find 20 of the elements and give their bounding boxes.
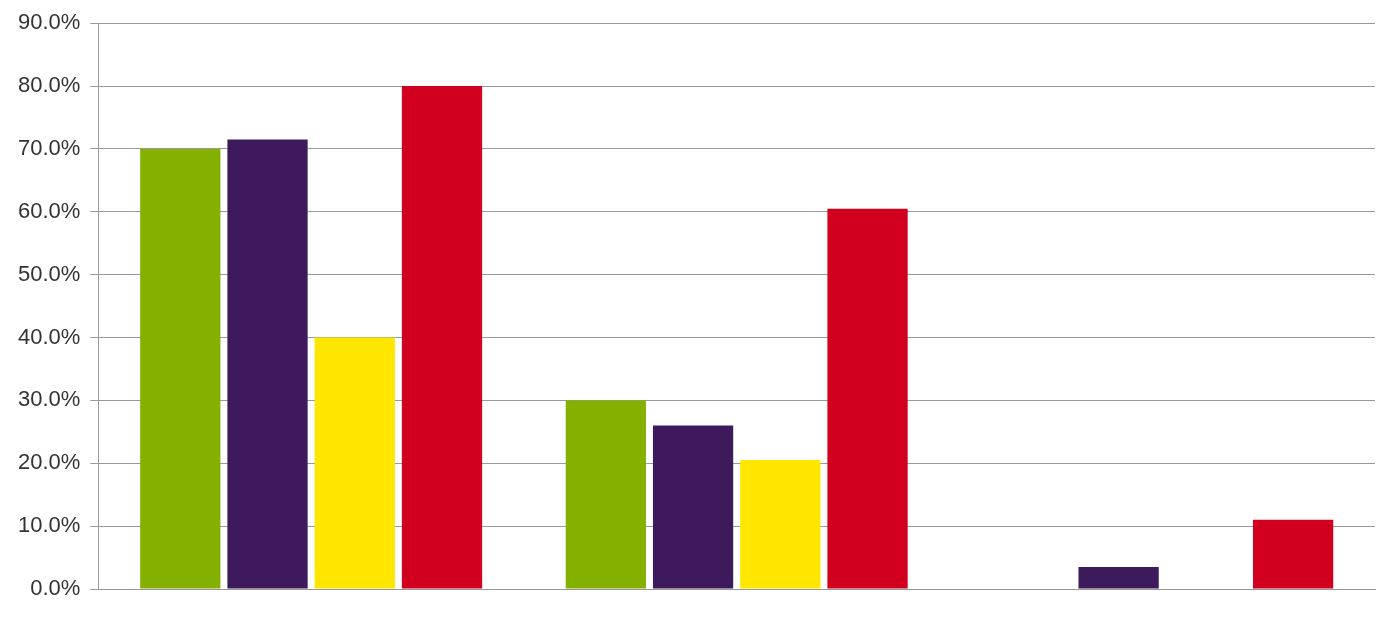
bar <box>401 86 483 589</box>
y-tick-label: 70.0% <box>17 135 81 160</box>
bar <box>565 400 646 589</box>
y-tick-label: 20.0% <box>17 449 81 475</box>
bar <box>652 425 734 589</box>
bar <box>227 139 308 589</box>
bar <box>740 460 821 589</box>
bar <box>140 148 221 589</box>
bar <box>827 208 908 589</box>
y-tick-label: 30.0% <box>17 386 81 412</box>
bar <box>1078 567 1159 589</box>
y-tick-label: 50.0% <box>17 260 81 286</box>
bar <box>1252 519 1334 589</box>
y-tick-label: 40.0% <box>17 323 81 349</box>
bar <box>314 337 395 589</box>
y-tick-label: 80.0% <box>17 72 81 98</box>
y-tick-label: 90.0% <box>17 9 81 35</box>
y-tick-label: 0.0% <box>30 575 81 601</box>
y-tick-label: 10.0% <box>17 512 81 538</box>
y-tick-label: 60.0% <box>17 197 81 223</box>
